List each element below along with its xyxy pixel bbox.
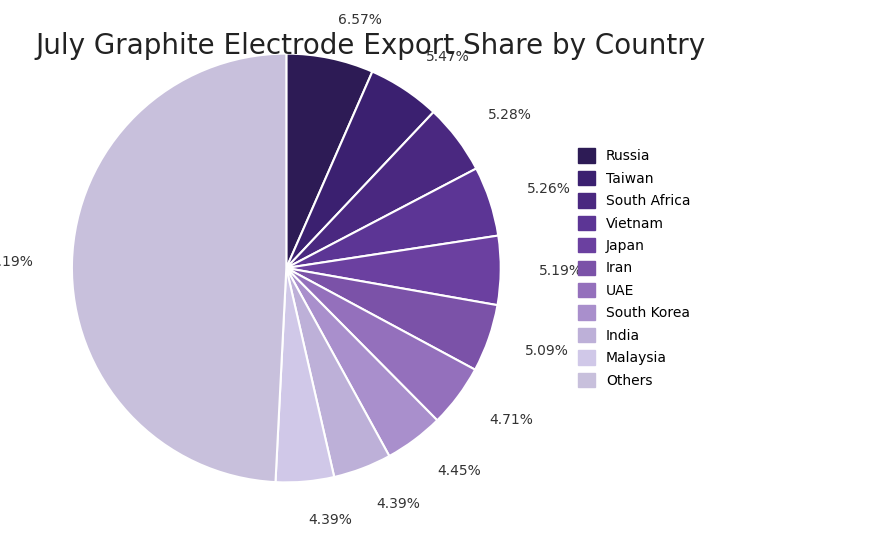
Wedge shape [286,268,389,477]
Text: 4.71%: 4.71% [489,413,533,427]
Text: 5.26%: 5.26% [527,182,571,196]
Wedge shape [286,72,433,268]
Wedge shape [276,268,334,482]
Wedge shape [286,112,477,268]
Text: 4.39%: 4.39% [376,497,420,511]
Text: 5.09%: 5.09% [525,344,569,358]
Text: 4.45%: 4.45% [438,464,481,478]
Wedge shape [286,235,500,305]
Text: 6.57%: 6.57% [338,13,382,27]
Text: 5.19%: 5.19% [539,264,583,278]
Wedge shape [286,54,373,268]
Text: 5.28%: 5.28% [488,108,532,122]
Wedge shape [286,268,475,420]
Text: July Graphite Electrode Export Share by Country: July Graphite Electrode Export Share by … [35,32,705,60]
Text: 4.39%: 4.39% [308,513,352,527]
Text: 5.47%: 5.47% [426,50,470,64]
Wedge shape [72,54,286,482]
Wedge shape [286,168,499,268]
Wedge shape [286,268,498,370]
Text: 49.19%: 49.19% [0,255,33,269]
Legend: Russia, Taiwan, South Africa, Vietnam, Japan, Iran, UAE, South Korea, India, Mal: Russia, Taiwan, South Africa, Vietnam, J… [578,148,691,388]
Wedge shape [286,268,437,456]
